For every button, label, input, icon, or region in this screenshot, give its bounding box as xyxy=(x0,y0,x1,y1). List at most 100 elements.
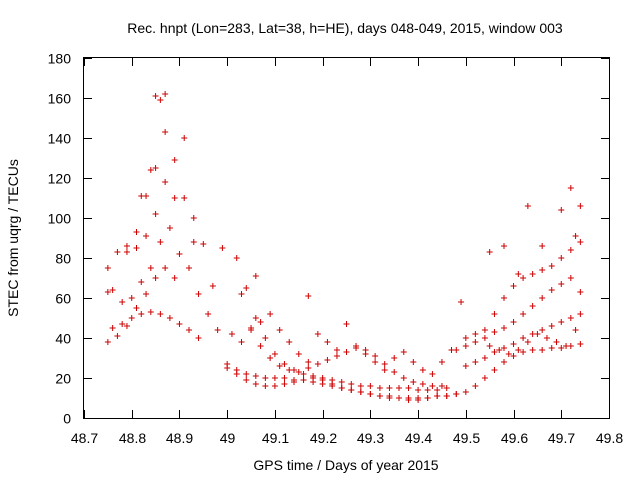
y-axis: 0 20 40 60 80 100 120 140 160 180 xyxy=(48,51,609,427)
data-point xyxy=(176,251,183,257)
data-point xyxy=(271,383,278,389)
data-point xyxy=(252,315,259,321)
data-point xyxy=(314,361,321,367)
data-point xyxy=(228,331,235,337)
data-point xyxy=(524,203,531,209)
data-point xyxy=(133,229,140,235)
data-point xyxy=(367,383,374,389)
data-point xyxy=(305,359,312,365)
data-point xyxy=(186,327,192,333)
data-point xyxy=(233,255,240,261)
data-point xyxy=(238,291,245,297)
data-point xyxy=(424,387,431,393)
data-point xyxy=(262,375,269,381)
data-point xyxy=(548,263,555,269)
data-point xyxy=(520,275,527,281)
data-point xyxy=(501,325,507,331)
y-tick-label: 0 xyxy=(63,411,71,427)
data-point xyxy=(386,385,393,391)
data-point xyxy=(567,185,574,191)
x-tick-label: 49.7 xyxy=(548,430,575,446)
data-point xyxy=(386,395,393,401)
data-point xyxy=(171,157,178,163)
data-point xyxy=(190,215,197,221)
data-point xyxy=(138,193,145,199)
data-point xyxy=(357,383,364,389)
data-point xyxy=(138,279,145,285)
data-point xyxy=(329,377,336,383)
data-point xyxy=(333,347,340,353)
data-point xyxy=(262,335,269,341)
data-point xyxy=(109,287,116,293)
data-point xyxy=(553,339,560,345)
data-point xyxy=(152,211,159,217)
data-point xyxy=(224,365,231,371)
data-point xyxy=(214,327,221,333)
x-tick-label: 49.6 xyxy=(501,430,528,446)
y-tick-label: 160 xyxy=(48,91,72,107)
data-point xyxy=(276,363,283,369)
data-point xyxy=(577,289,584,295)
data-point xyxy=(171,275,178,281)
x-tick-label: 48.8 xyxy=(119,430,146,446)
x-tick-label: 49.8 xyxy=(596,430,623,446)
data-point xyxy=(405,397,412,403)
data-point xyxy=(324,339,331,345)
data-point xyxy=(496,347,503,353)
data-point xyxy=(453,391,460,397)
data-point xyxy=(486,343,493,349)
data-point xyxy=(286,367,293,373)
data-point xyxy=(410,359,417,365)
data-point xyxy=(252,273,259,279)
data-point xyxy=(458,299,465,305)
data-point xyxy=(147,265,154,271)
y-tick-label: 140 xyxy=(48,131,72,147)
data-point xyxy=(548,323,555,329)
data-point xyxy=(472,359,479,365)
data-point xyxy=(195,291,202,297)
data-point xyxy=(472,331,479,337)
data-point xyxy=(133,245,140,251)
data-point xyxy=(190,239,197,245)
data-point xyxy=(567,315,574,321)
data-point xyxy=(128,295,135,301)
data-point xyxy=(381,361,388,367)
data-point xyxy=(300,371,307,377)
y-tick-label: 100 xyxy=(48,211,72,227)
data-point xyxy=(462,363,469,369)
data-point xyxy=(376,393,383,399)
data-point xyxy=(281,361,288,367)
data-point xyxy=(419,381,426,387)
data-point xyxy=(510,341,517,347)
data-point xyxy=(443,393,450,399)
data-point xyxy=(104,265,111,271)
data-point xyxy=(391,369,398,375)
data-point xyxy=(515,271,522,277)
data-point xyxy=(152,275,159,281)
data-point xyxy=(200,241,207,247)
data-point xyxy=(252,381,259,387)
data-point xyxy=(372,359,379,365)
y-tick-label: 80 xyxy=(55,251,71,267)
data-point xyxy=(558,319,565,325)
y-axis-label: STEC from uqrg / TECUs xyxy=(5,159,21,317)
data-point xyxy=(243,371,250,377)
data-point xyxy=(539,347,546,353)
data-point xyxy=(524,339,531,345)
data-point xyxy=(529,271,536,277)
data-point xyxy=(510,353,517,359)
data-point xyxy=(481,335,488,341)
data-point xyxy=(529,347,536,353)
data-point xyxy=(157,311,164,317)
data-point xyxy=(291,379,297,385)
data-point xyxy=(104,339,111,345)
data-point xyxy=(462,343,469,349)
data-point xyxy=(271,351,278,357)
data-point xyxy=(438,383,445,389)
data-point xyxy=(219,245,226,251)
data-point xyxy=(333,353,340,359)
data-point xyxy=(567,247,574,253)
data-point xyxy=(162,179,169,185)
data-point xyxy=(520,349,527,355)
data-point xyxy=(472,383,479,389)
